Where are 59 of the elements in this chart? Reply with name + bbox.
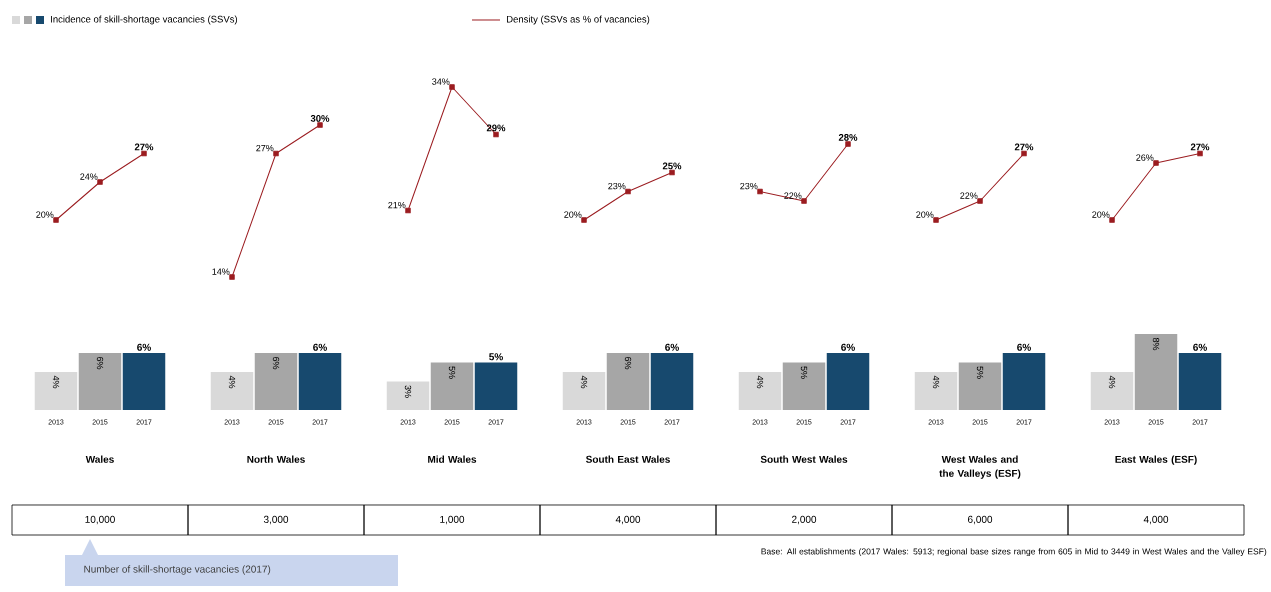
- text: 10,000: [85, 515, 115, 525]
- text: 1,000: [440, 515, 465, 525]
- data-label: 27%: [256, 144, 274, 152]
- x-axis-title: South East Wales: [585, 455, 670, 463]
- data-label: 23%: [740, 182, 758, 190]
- text: 6,000: [968, 515, 993, 525]
- data-label: 5%: [489, 353, 503, 361]
- data-label: 20%: [564, 211, 582, 218]
- data-label: 6%: [1193, 343, 1207, 351]
- data-label: 22%: [784, 192, 802, 199]
- data-label: 6%: [665, 343, 679, 351]
- data-label: 4%: [1108, 375, 1116, 389]
- x-axis-title: West Wales and the Valleys (ESF): [939, 455, 1021, 479]
- data-label: 3%: [404, 385, 412, 398]
- data-label: 25%: [662, 162, 682, 170]
- data-label: 6%: [1017, 343, 1031, 351]
- data-label: 30%: [310, 115, 330, 122]
- text: Number of skill-shortage vacancies (2017): [84, 565, 271, 575]
- data-label: 8%: [1152, 337, 1160, 351]
- data-label: 5%: [800, 366, 808, 379]
- data-label: 20%: [36, 211, 54, 218]
- data-label: 6%: [624, 356, 632, 370]
- data-label: 6%: [272, 356, 280, 370]
- data-label: 4%: [580, 375, 588, 389]
- data-label: 20%: [1092, 211, 1110, 218]
- data-label: 23%: [608, 182, 626, 190]
- data-label: 6%: [96, 356, 104, 370]
- data-label: 24%: [80, 173, 98, 180]
- legend-label: Incidence of skill-shortage vacancies (SSVs): [51, 15, 238, 25]
- data-label: 21%: [388, 201, 406, 209]
- data-label: 27%: [1190, 143, 1210, 151]
- data-label: 6%: [313, 343, 327, 351]
- data-label: 28%: [838, 134, 858, 141]
- legend-label: Density (SSVs as % of vacancies): [506, 15, 650, 25]
- data-label: 5%: [976, 366, 984, 379]
- x-axis-title: Wales: [85, 455, 114, 463]
- data-label: 4%: [756, 375, 764, 389]
- data-label: 4%: [52, 375, 60, 389]
- x-axis-title: North Wales: [247, 455, 305, 463]
- data-label: 26%: [1136, 154, 1154, 161]
- data-label: 4%: [228, 375, 236, 389]
- text: 4,000: [615, 515, 641, 525]
- data-label: 22%: [960, 192, 978, 199]
- text: 2,000: [792, 515, 817, 525]
- data-label: 6%: [137, 343, 151, 351]
- data-label: 20%: [916, 211, 934, 218]
- x-axis-title: East Wales (ESF): [1115, 455, 1197, 465]
- x-axis-title: South West Wales: [760, 455, 848, 463]
- data-label: 27%: [134, 143, 154, 151]
- data-label: 34%: [432, 78, 450, 85]
- data-label: 14%: [212, 268, 230, 275]
- text: 4,000: [1143, 515, 1169, 525]
- text: 3,000: [263, 515, 289, 525]
- x-axis-title: Mid Wales: [428, 455, 477, 463]
- text: Base: All establishments (2017 Wales: 5913; regional base sizes range from 605 in Mid to 3449 in West Wales and the Valley ESF): [761, 548, 1267, 557]
- data-label: 5%: [448, 366, 456, 379]
- data-label: 6%: [841, 343, 855, 351]
- data-label: 27%: [1014, 143, 1034, 151]
- data-label: 4%: [932, 375, 940, 389]
